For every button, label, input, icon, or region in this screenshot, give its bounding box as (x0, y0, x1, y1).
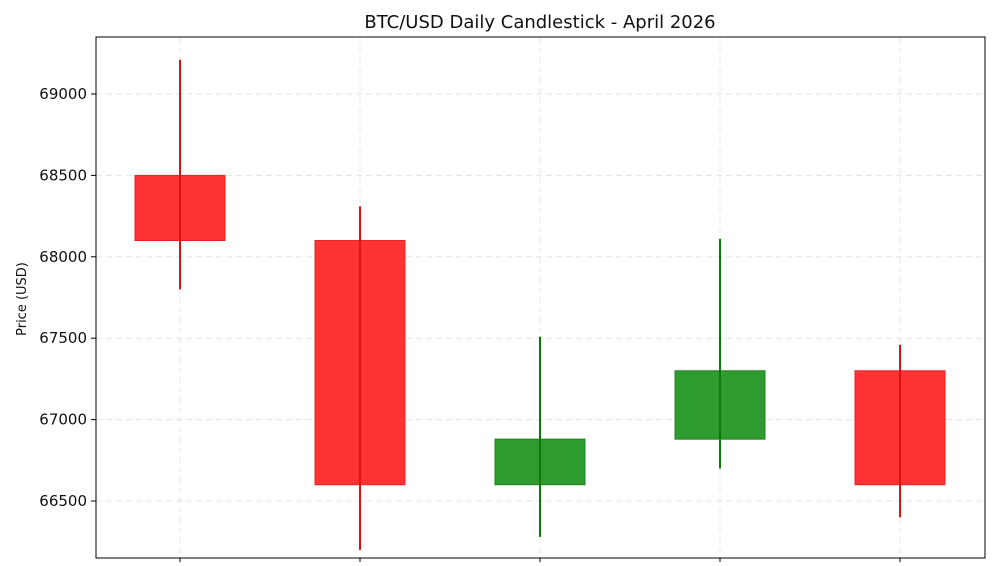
y-tick-label: 66500 (39, 492, 87, 510)
chart-title: BTC/USD Daily Candlestick - April 2026 (364, 12, 715, 33)
y-tick-label: 68500 (39, 166, 87, 184)
y-axis-ticks: 66500 67000 67500 68000 68500 69000 (39, 85, 96, 510)
y-tick-label: 67000 (39, 411, 87, 429)
plot-frame (95, 36, 986, 559)
x-axis-ticks (179, 558, 901, 563)
y-axis-label: Price (USD) (15, 262, 30, 336)
y-tick-label: 68000 (39, 248, 87, 266)
y-tick-label: 67500 (39, 329, 87, 347)
candles (134, 59, 946, 550)
y-tick-label: 69000 (39, 85, 87, 103)
